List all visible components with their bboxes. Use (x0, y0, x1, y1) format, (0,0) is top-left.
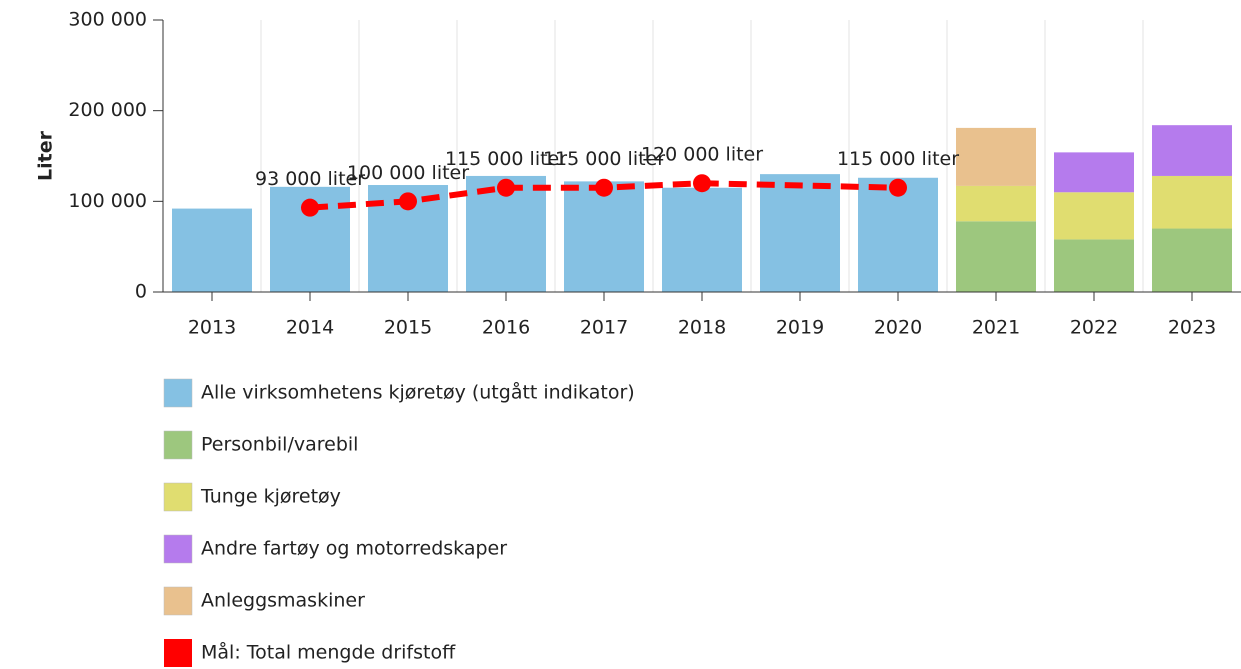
legend-label: Personbil/varebil (201, 434, 358, 456)
bar (1152, 175, 1232, 229)
x-tick-label: 2021 (972, 317, 1020, 339)
bar (1054, 192, 1134, 240)
target-point (497, 178, 515, 197)
target-point (301, 198, 319, 217)
legend-swatch (163, 534, 193, 564)
data-label: 100 000 liter (347, 162, 469, 184)
legend-label: Mål: Total mengde drifstoff (201, 641, 456, 664)
target-point (693, 174, 711, 193)
x-tick-label: 2019 (776, 317, 824, 339)
legend-label: Anleggsmaskiner (201, 590, 365, 612)
legend-label: Alle virksomhetens kjøretøy (utgått indi… (201, 381, 635, 404)
x-tick-label: 2015 (384, 317, 432, 339)
legend-label: Andre fartøy og motorredskaper (201, 538, 507, 560)
x-tick-label: 2017 (580, 317, 628, 339)
data-label: 120 000 liter (641, 144, 763, 166)
legend-swatch (163, 378, 193, 408)
data-label: 115 000 liter (543, 148, 665, 170)
bar (1152, 228, 1232, 292)
target-point (399, 192, 417, 211)
x-tick-label: 2023 (1168, 317, 1216, 339)
bar (1054, 152, 1134, 193)
bar (956, 127, 1036, 186)
bar (172, 208, 252, 292)
bar (956, 185, 1036, 222)
bar (662, 187, 742, 292)
legend-label: Tunge kjøretøy (200, 486, 341, 508)
x-tick-label: 2014 (286, 317, 334, 339)
target-line (309, 180, 899, 211)
x-tick-label: 2020 (874, 317, 922, 339)
legend-swatch (163, 586, 193, 616)
bar (1054, 239, 1134, 292)
legend-swatch (163, 430, 193, 460)
bar (760, 174, 840, 292)
data-label: 115 000 liter (445, 148, 567, 170)
x-tick-label: 2013 (188, 317, 236, 339)
x-tick-label: 2022 (1070, 317, 1118, 339)
bar (1152, 125, 1232, 176)
y-tick-label: 200 000 (68, 99, 147, 121)
target-point (889, 178, 907, 197)
bar (956, 221, 1036, 292)
x-tick-label: 2016 (482, 317, 530, 339)
legend-swatch (164, 639, 192, 667)
y-tick-label: 0 (135, 281, 147, 303)
y-tick-label: 100 000 (68, 190, 147, 212)
bar (858, 177, 938, 292)
y-tick-label: 300 000 (68, 9, 147, 31)
data-label: 115 000 liter (837, 148, 959, 170)
y-axis-label: Liter (35, 130, 57, 181)
x-tick-label: 2018 (678, 317, 726, 339)
legend-swatch (163, 482, 193, 512)
data-label: 93 000 liter (255, 168, 365, 190)
bar (564, 181, 644, 292)
target-point (595, 178, 613, 197)
